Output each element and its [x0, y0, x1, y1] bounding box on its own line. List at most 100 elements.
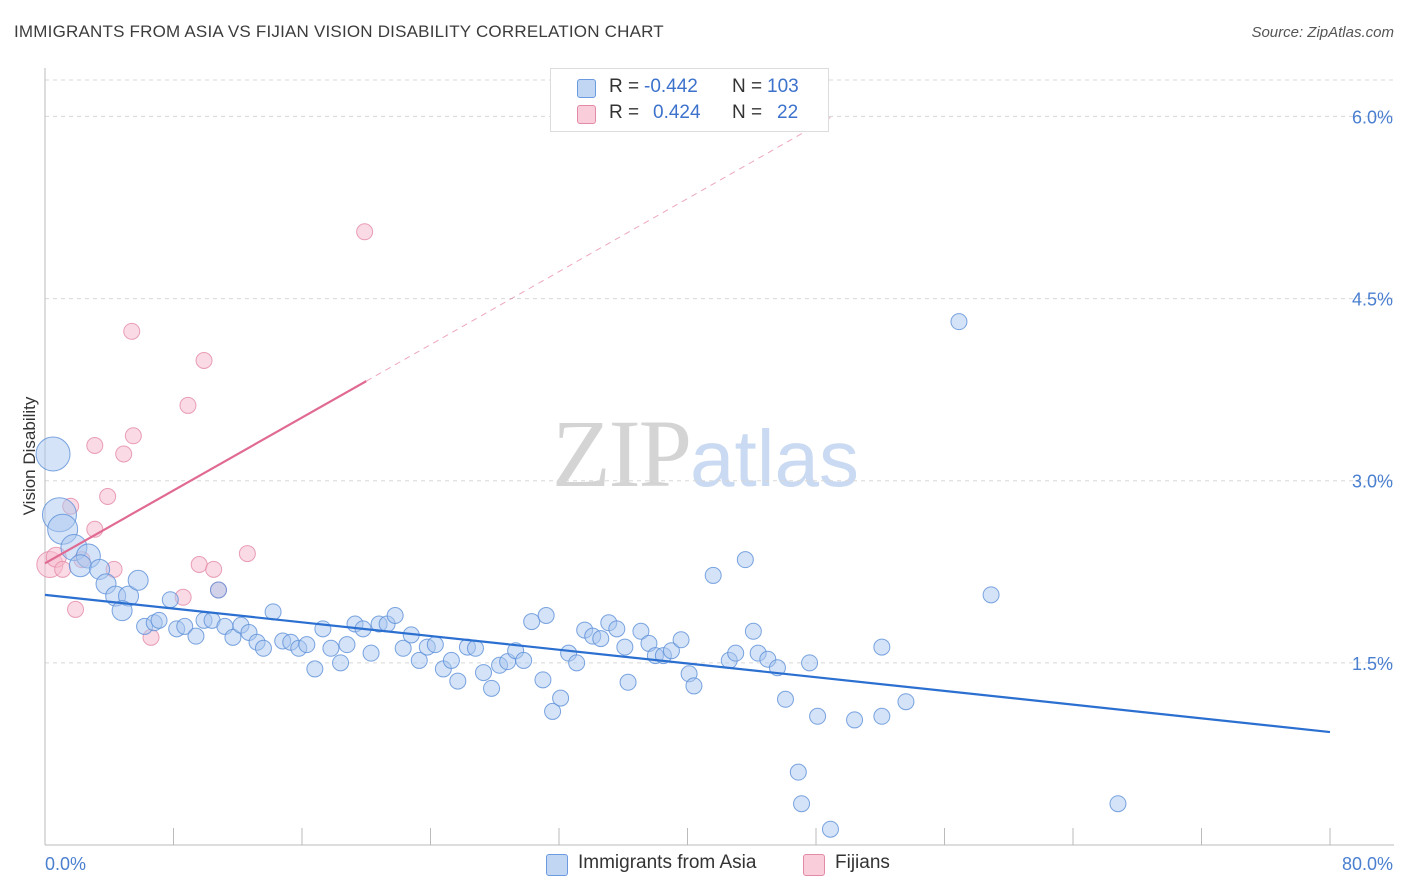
asia-point	[982, 586, 1000, 604]
asia-point	[873, 707, 891, 725]
fijians-point	[124, 427, 142, 445]
legend-n-value: 22	[777, 102, 799, 123]
fijians-trend-line	[44, 380, 367, 565]
asia-point	[619, 673, 637, 691]
fijians-point	[99, 488, 117, 505]
asia-point	[608, 620, 626, 638]
x-tick-label: 80.0%	[1342, 854, 1393, 874]
asia-point	[466, 639, 484, 657]
y-tick-label: 6.0%	[1352, 107, 1393, 127]
fijians-point	[205, 560, 223, 578]
fijians-point	[190, 556, 208, 573]
watermark-atlas: atlas	[690, 414, 859, 503]
fijians-points	[36, 223, 374, 646]
asia-point	[394, 639, 412, 657]
fijians-point	[123, 322, 141, 340]
asia-point	[821, 820, 839, 838]
legend-n-value: 103	[767, 76, 799, 97]
asia-point	[127, 569, 149, 591]
bottom-legend-label-asia: Immigrants from Asia	[578, 852, 757, 873]
asia-point	[537, 607, 555, 624]
fijians-point	[67, 600, 85, 618]
y-tick-label: 4.5%	[1352, 290, 1393, 310]
asia-point	[338, 636, 356, 654]
asia-point	[544, 702, 562, 720]
fijians-point	[356, 223, 374, 241]
asia-point	[552, 689, 570, 707]
asia-point	[534, 671, 552, 689]
y-tick-label: 3.0%	[1352, 472, 1393, 492]
legend-n-label: N =	[732, 76, 763, 97]
asia-point	[616, 638, 634, 656]
asia-point	[426, 636, 444, 654]
asia-point	[254, 639, 272, 657]
fijians-point	[179, 396, 197, 414]
x-tick-label: 0.0%	[45, 854, 86, 874]
asia-point	[1109, 795, 1127, 813]
asia-point	[161, 591, 179, 609]
asia-point	[685, 677, 703, 695]
asia-trend-line	[44, 593, 1331, 734]
asia-point	[322, 639, 340, 657]
asia-point	[362, 644, 380, 662]
asia-point	[523, 613, 541, 631]
fijians-point	[86, 437, 104, 454]
trend-lines	[44, 115, 1331, 734]
asia-point	[789, 763, 807, 781]
asia-point	[744, 622, 762, 640]
fijians-point	[238, 545, 256, 563]
asia-point	[632, 622, 650, 640]
fijians-point	[54, 560, 72, 578]
asia-point	[483, 679, 501, 697]
asia-points	[35, 313, 1127, 838]
asia-point	[672, 631, 690, 649]
asia-point	[306, 660, 324, 678]
asia-point	[449, 672, 467, 690]
asia-point	[187, 627, 205, 645]
asia-point	[332, 654, 350, 672]
asia-point	[386, 607, 404, 624]
chart-title: IMMIGRANTS FROM ASIA VS FIJIAN VISION DI…	[14, 22, 664, 41]
asia-point	[224, 628, 242, 646]
asia-point	[410, 651, 428, 669]
asia-point	[704, 566, 722, 584]
asia-point	[793, 795, 811, 813]
asia-point	[727, 644, 745, 662]
legend-r-label: R =	[609, 76, 640, 97]
bottom-legend-label-fijians: Fijians	[835, 852, 890, 873]
asia-point	[515, 651, 533, 669]
bottom-legend-swatch-fijians	[803, 854, 825, 876]
asia-point	[568, 654, 586, 672]
asia-point	[150, 611, 168, 629]
asia-point	[442, 651, 460, 669]
y-axis-label: Vision Disability	[20, 396, 39, 515]
y-tick-label: 1.5%	[1352, 654, 1393, 674]
asia-point	[776, 690, 794, 708]
asia-point	[846, 711, 864, 729]
legend-r-value: 0.424	[653, 102, 701, 123]
asia-point	[736, 551, 754, 569]
asia-point	[950, 313, 968, 331]
asia-point	[897, 693, 915, 711]
legend-r-value: -0.442	[644, 76, 698, 97]
asia-point	[176, 617, 194, 635]
asia-point	[475, 664, 493, 682]
asia-point	[298, 636, 316, 654]
legend-swatch-fijians	[577, 105, 596, 124]
axes	[44, 68, 1394, 846]
asia-point	[68, 554, 92, 578]
source-label: Source: ZipAtlas.com	[1251, 24, 1394, 41]
watermark: ZIPatlas	[552, 398, 859, 509]
fijians-trend-extension	[366, 115, 833, 382]
asia-point	[35, 436, 71, 472]
asia-point	[264, 603, 282, 621]
fijians-point	[195, 352, 213, 369]
bottom-legend-swatch-asia	[546, 854, 568, 876]
asia-point	[592, 630, 610, 648]
fijians-point	[115, 445, 133, 463]
asia-point	[662, 642, 680, 660]
watermark-zip: ZIP	[552, 400, 692, 507]
legend-n-label: N =	[732, 102, 763, 123]
asia-point	[111, 600, 133, 622]
